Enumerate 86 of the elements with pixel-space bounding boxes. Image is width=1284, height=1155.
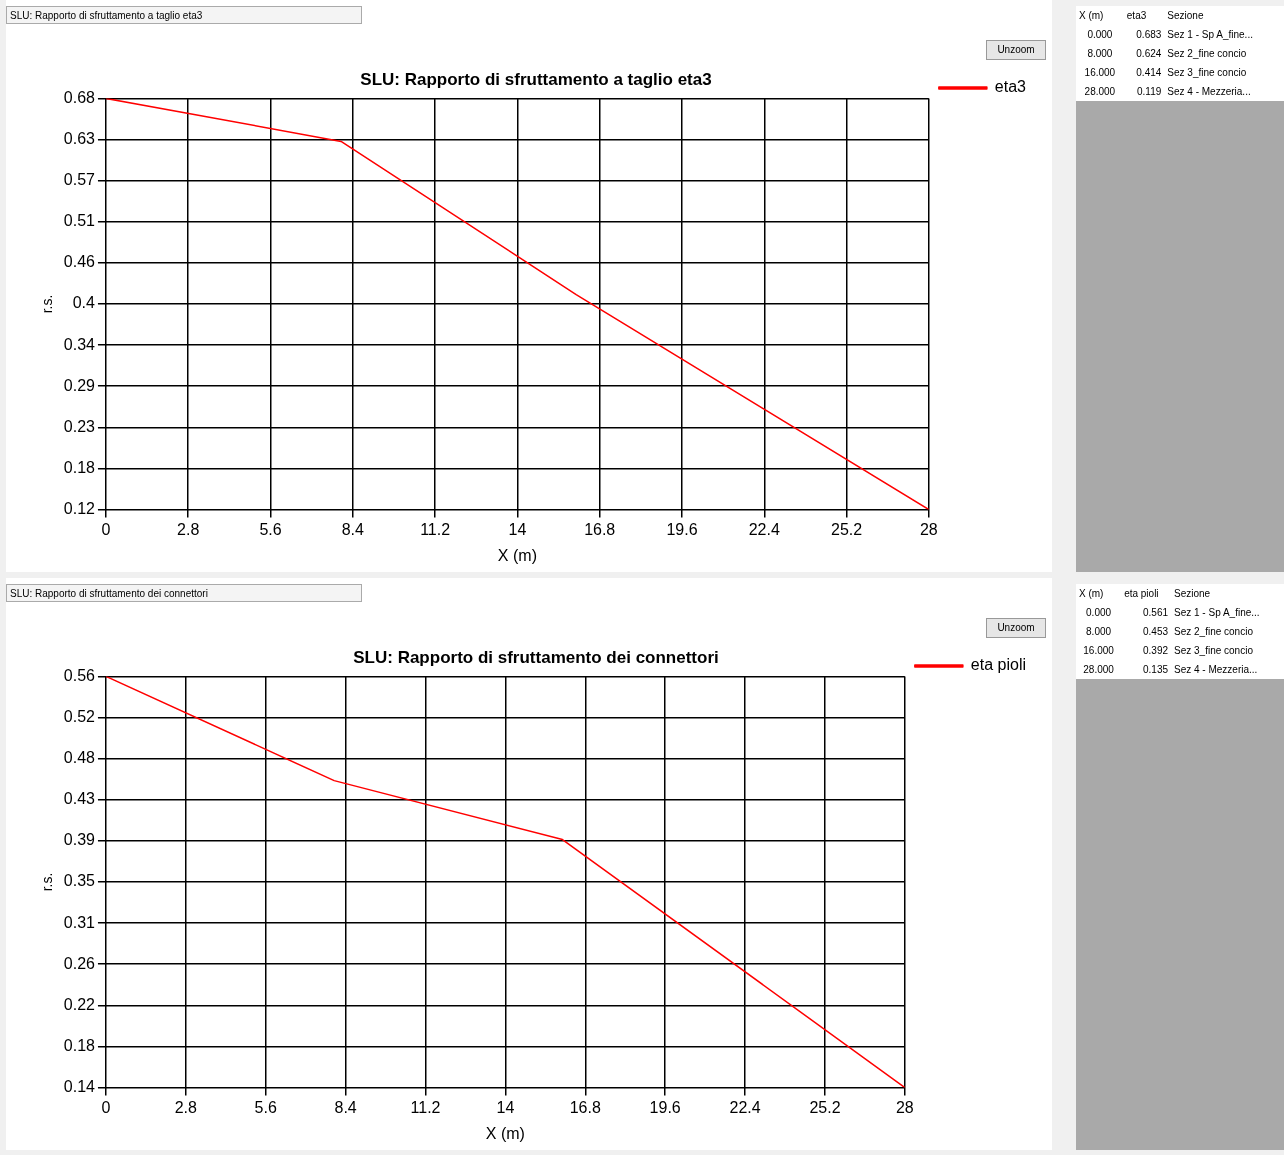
chart-title: SLU: Rapporto di sfruttamento dei connettori (353, 647, 719, 667)
text: 8.000 (1085, 625, 1113, 639)
x-tick-label: 8.4 (341, 520, 365, 538)
text: Sezione (1166, 9, 1205, 23)
text: 16.000 (1083, 66, 1117, 80)
y-tick-label: 0.68 (63, 88, 96, 106)
x-tick-label: 22.4 (729, 1098, 761, 1116)
text: 0.119 (1136, 85, 1163, 99)
text: 0.561 (1142, 606, 1169, 620)
x-tick-label: 19.6 (649, 1098, 681, 1116)
x-tick-label: 8.4 (334, 1098, 357, 1116)
y-tick-label: 0.51 (63, 212, 96, 230)
text: Sez 1 - Sp A_fine... (1166, 28, 1254, 42)
y-tick-label: 0.63 (63, 129, 96, 147)
y-tick-label: 0.34 (63, 335, 96, 353)
text: 8.000 (1086, 47, 1114, 61)
y-tick-label: 0.18 (63, 458, 96, 476)
y-tick-label: 0.52 (63, 707, 96, 725)
y-tick-label: 0.48 (63, 749, 96, 767)
y-tick-label: 0.14 (63, 1078, 96, 1096)
x-tick-label: 14 (508, 520, 527, 538)
text: 0.624 (1135, 47, 1163, 61)
text: SLU: Rapporto di sfruttamento a taglio eta3 (6, 6, 362, 24)
text: eta pioli (1124, 588, 1159, 599)
y-tick-label: 0.56 (63, 666, 96, 684)
text: Sez 4 - Mezzeria... (1173, 663, 1259, 677)
legend-label: eta pioli (970, 656, 1027, 674)
text: Sez 3_fine concio (1173, 644, 1254, 658)
x-tick-label: 28 (895, 1098, 914, 1116)
y-tick-label: 0.35 (63, 872, 96, 890)
x-tick-label: 22.4 (748, 520, 780, 538)
x-tick-label: 5.6 (254, 1098, 277, 1116)
text: 0.392 (1142, 644, 1169, 658)
x-axis-title: X (m) (485, 1124, 525, 1142)
text: 0.135 (1142, 663, 1169, 677)
chart-title: SLU: Rapporto di sfruttamento a taglio eta3 (360, 69, 712, 89)
text: 16.000 (1082, 644, 1115, 658)
x-tick-label: 25.2 (831, 520, 863, 538)
y-tick-label: 0.31 (63, 913, 96, 931)
text: X (m) (1079, 588, 1104, 599)
text: 0.683 (1135, 28, 1163, 42)
text: Sez 4 - Mezzeria... (1166, 85, 1252, 99)
y-tick-label: 0.4 (72, 294, 96, 312)
text: 28.000 (1083, 85, 1117, 99)
y-tick-label: 0.26 (63, 954, 96, 972)
text: Sez 2_fine concio (1166, 47, 1248, 61)
y-tick-label: 0.18 (63, 1036, 96, 1054)
x-tick-label: 14 (496, 1098, 515, 1116)
x-tick-label: 11.2 (420, 520, 451, 538)
text: Sez 3_fine concio (1166, 66, 1248, 80)
x-tick-label: 19.6 (666, 520, 698, 538)
text: Sezione (1173, 587, 1212, 601)
text: Unzoom (986, 618, 1046, 638)
y-tick-label: 0.29 (63, 376, 96, 394)
x-tick-label: 28 (919, 520, 938, 538)
x-tick-label: 0 (101, 1098, 111, 1116)
text: 0.414 (1135, 66, 1163, 80)
text: eta3 (1126, 10, 1147, 21)
x-tick-label: 16.8 (569, 1098, 601, 1116)
text: Sez 2_fine concio (1173, 625, 1254, 639)
y-tick-label: 0.23 (63, 417, 96, 435)
legend-label: eta3 (994, 78, 1027, 96)
y-tick-label: 0.39 (63, 831, 96, 849)
x-tick-label: 2.8 (177, 520, 200, 538)
text: Unzoom (986, 40, 1046, 60)
text: X (m) (1079, 10, 1104, 21)
x-tick-label: 2.8 (174, 1098, 198, 1116)
y-tick-label: 0.43 (63, 790, 96, 808)
text: 0.453 (1142, 625, 1169, 639)
x-tick-label: 25.2 (809, 1098, 841, 1116)
text: Sez 1 - Sp A_fine... (1173, 606, 1261, 620)
text: 0.000 (1086, 28, 1114, 42)
y-tick-label: 0.22 (63, 995, 96, 1013)
text: 28.000 (1082, 663, 1115, 677)
y-tick-label: 0.12 (63, 500, 96, 518)
x-tick-label: 11.2 (410, 1098, 441, 1116)
x-axis-title: X (m) (497, 546, 537, 564)
y-tick-label: 0.57 (63, 171, 96, 189)
y-tick-label: 0.46 (63, 253, 96, 271)
x-tick-label: 5.6 (259, 520, 282, 538)
text: 0.000 (1085, 606, 1113, 620)
x-tick-label: 0 (101, 520, 111, 538)
y-axis-title: r.s. (39, 294, 56, 314)
x-tick-label: 16.8 (584, 520, 616, 538)
text: SLU: Rapporto di sfruttamento dei connettori (6, 584, 362, 602)
y-axis-title: r.s. (39, 872, 56, 892)
